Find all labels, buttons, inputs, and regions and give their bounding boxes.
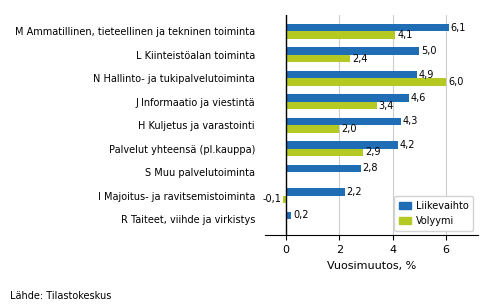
Bar [286, 118, 401, 125]
Bar [283, 195, 286, 203]
Bar [286, 94, 409, 102]
Text: Lähde: Tilastokeskus: Lähde: Tilastokeskus [10, 291, 111, 301]
Bar [286, 212, 291, 219]
Text: -0,1: -0,1 [263, 194, 282, 204]
Text: 4,2: 4,2 [400, 140, 416, 150]
X-axis label: Vuosimuutos, %: Vuosimuutos, % [327, 261, 416, 271]
Text: 2,4: 2,4 [352, 54, 367, 64]
Bar [286, 47, 420, 55]
Legend: Liikevaihto, Volyymi: Liikevaihto, Volyymi [394, 196, 473, 231]
Text: 2,2: 2,2 [347, 187, 362, 197]
Text: 6,0: 6,0 [448, 77, 463, 87]
Text: 0,2: 0,2 [293, 210, 309, 220]
Text: 4,1: 4,1 [397, 30, 413, 40]
Text: 4,3: 4,3 [403, 116, 418, 126]
Bar [286, 102, 377, 109]
Text: 3,4: 3,4 [379, 101, 394, 111]
Text: 6,1: 6,1 [451, 23, 466, 33]
Bar [286, 165, 361, 172]
Text: 4,6: 4,6 [411, 93, 426, 103]
Bar [286, 31, 395, 39]
Bar [286, 78, 446, 86]
Bar [286, 188, 345, 195]
Text: 2,9: 2,9 [365, 147, 381, 157]
Text: 5,0: 5,0 [421, 46, 437, 56]
Text: 2,0: 2,0 [341, 124, 357, 134]
Bar [286, 71, 417, 78]
Bar [286, 149, 363, 156]
Bar [286, 24, 449, 31]
Bar [286, 125, 340, 133]
Bar [286, 141, 398, 149]
Bar [286, 55, 350, 62]
Text: 4,9: 4,9 [419, 70, 434, 80]
Text: 2,8: 2,8 [363, 163, 378, 173]
